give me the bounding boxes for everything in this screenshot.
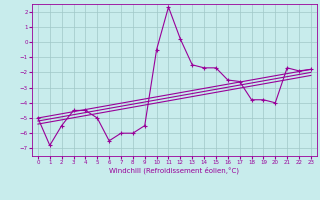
- X-axis label: Windchill (Refroidissement éolien,°C): Windchill (Refroidissement éolien,°C): [109, 167, 239, 174]
